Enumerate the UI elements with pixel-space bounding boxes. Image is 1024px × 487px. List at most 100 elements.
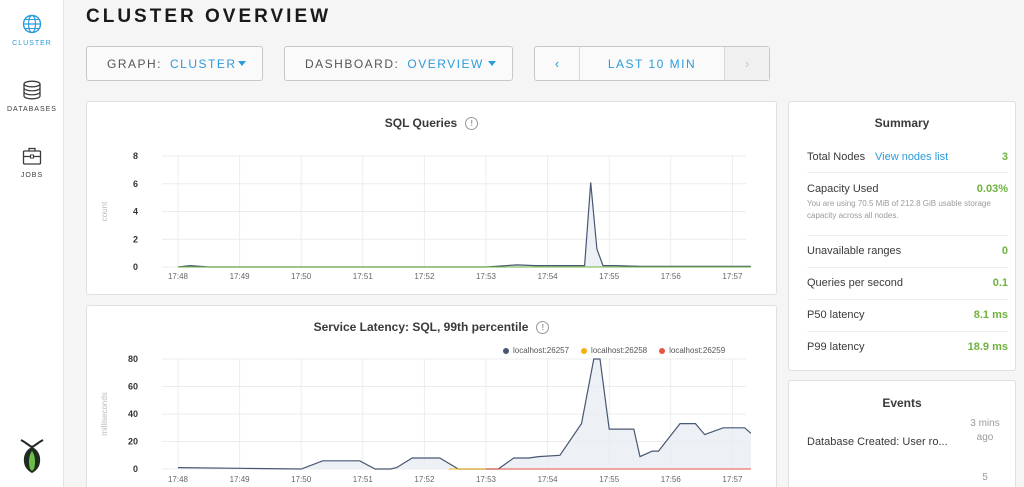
service-latency-panel: Service Latency: SQL, 99th percentile! l… [86, 305, 777, 487]
summary-value: 0 [1001, 245, 1008, 257]
summary-label: Queries per second [807, 277, 903, 289]
x-tick-label: 17:50 [291, 272, 312, 281]
graph-dropdown-value: CLUSTER [170, 56, 237, 71]
sidebar-item-jobs[interactable]: JOBS [0, 146, 64, 179]
legend-swatch [581, 347, 588, 354]
x-tick-label: 17:51 [353, 475, 374, 484]
y-tick-label: 20 [128, 437, 138, 447]
x-tick-label: 17:51 [353, 272, 374, 281]
summary-value: 8.1 ms [973, 309, 1008, 321]
legend-label: localhost:26257 [513, 346, 570, 355]
event-item-time: 3 mins ago [970, 418, 1000, 443]
summary-value: 18.9 ms [967, 341, 1008, 353]
event-item-time: 5 [982, 472, 988, 483]
chart-legend: localhost:26257 localhost:26258 localhos… [503, 346, 725, 355]
x-tick-label: 17:48 [168, 475, 189, 484]
y-tick-label: 0 [133, 262, 138, 272]
info-icon[interactable]: ! [536, 321, 550, 335]
sidebar-item-cluster[interactable]: CLUSTER [0, 14, 64, 47]
summary-value: 0.1 [992, 277, 1008, 289]
sidebar-item-databases[interactable]: DATABASES [0, 80, 64, 113]
summary-row-total-nodes: Total Nodes View nodes list 3 [807, 140, 1008, 173]
time-range-label[interactable]: LAST 10 MIN [607, 56, 697, 71]
legend-item: localhost:26257 [503, 346, 569, 355]
sql-queries-panel: SQL Queries! 17:48 17:49 17:50 17:51 17:52 17… [86, 101, 777, 295]
graph-dropdown[interactable]: GRAPH: CLUSTER [86, 46, 263, 81]
chart-title-text: SQL Queries [384, 116, 458, 130]
event-item-text[interactable]: Database Created: User ro... [807, 436, 948, 448]
chart-title: SQL Queries! [87, 116, 776, 131]
globe-icon [22, 14, 42, 34]
x-tick-label: 17:48 [168, 272, 189, 281]
events-panel: Events Database Created: User ro... 3 mi… [788, 380, 1016, 487]
capacity-description: You are using 70.5 MiB of 212.8 GiB usab… [807, 199, 991, 220]
summary-row-capacity-used: Capacity Used 0.03% You are using 70.5 M… [807, 173, 1008, 236]
legend-swatch [503, 347, 509, 354]
x-tick-label: 17:57 [722, 475, 743, 484]
y-tick-label: 2 [133, 234, 138, 244]
summary-value: 0.03% [976, 183, 1008, 195]
view-nodes-list-link[interactable]: View nodes list [875, 151, 949, 163]
y-tick-label: 0 [133, 464, 138, 474]
y-axis-label: count [100, 201, 109, 221]
x-tick-label: 17:53 [476, 475, 497, 484]
sql-queries-chart: 17:48 17:49 17:50 17:51 17:52 17:53 17:54 17:55… [100, 151, 751, 281]
series-area [178, 359, 751, 469]
summary-title: Summary [874, 116, 930, 130]
summary-label: P99 latency [807, 341, 865, 353]
time-prev-button[interactable]: ‹ [535, 47, 580, 80]
briefcase-icon [22, 147, 42, 165]
dashboard-dropdown[interactable]: DASHBOARD: OVERVIEW [284, 46, 513, 81]
x-tick-label: 17:56 [661, 272, 682, 281]
cockroach-logo-icon[interactable] [17, 438, 47, 474]
summary-panel: Summary Total Nodes View nodes list 3 Ca… [788, 101, 1016, 371]
dashboard-dropdown-label: DASHBOARD: [305, 56, 400, 71]
x-tick-label: 17:56 [661, 475, 682, 484]
legend-item: localhost:26258 [581, 346, 647, 355]
chart-title-text: Service Latency: SQL, 99th percentile [313, 320, 529, 334]
chart-title: Service Latency: SQL, 99th percentile! [87, 320, 776, 335]
sidebar-item-label: JOBS [20, 172, 44, 179]
sidebar: CLUSTER DATABASES JOBS [0, 0, 64, 487]
summary-label: P50 latency [807, 309, 865, 321]
service-latency-chart: 17:48 17:49 17:50 17:51 17:52 17:53 17:54 17:55… [100, 354, 752, 484]
x-tick-label: 17:53 [476, 272, 497, 281]
x-tick-label: 17:49 [230, 475, 251, 484]
series-area [178, 182, 751, 267]
legend-swatch [659, 347, 666, 354]
dashboard-dropdown-value: OVERVIEW [407, 56, 484, 71]
y-tick-label: 80 [128, 354, 138, 364]
x-tick-label: 17:50 [291, 475, 312, 484]
info-icon[interactable]: ! [465, 117, 479, 131]
y-tick-label: 8 [133, 151, 138, 161]
series-line [177, 182, 751, 268]
x-tick-label: 17:52 [414, 475, 435, 484]
y-tick-label: 40 [128, 409, 138, 419]
caret-down-icon [488, 61, 496, 66]
summary-label: Unavailable ranges [807, 245, 902, 257]
y-tick-label: 4 [133, 207, 138, 217]
x-tick-label: 17:49 [230, 272, 251, 281]
time-next-button[interactable]: › [724, 47, 769, 80]
graph-dropdown-label: GRAPH: [107, 56, 163, 71]
x-tick-label: 17:55 [599, 272, 620, 281]
summary-row-queries-per-second: Queries per second 0.1 [807, 268, 1008, 300]
x-tick-label: 17:54 [538, 272, 559, 281]
summary-value: 3 [1001, 151, 1008, 163]
page-title: CLUSTER OVERVIEW [86, 6, 332, 27]
x-tick-label: 17:54 [538, 475, 559, 484]
legend-label: localhost:26258 [591, 346, 648, 355]
summary-label: Total Nodes [807, 151, 866, 163]
series-line [177, 358, 752, 470]
caret-down-icon [238, 61, 246, 66]
database-icon [23, 80, 41, 100]
sidebar-item-label: DATABASES [7, 106, 57, 113]
x-tick-label: 17:52 [414, 272, 435, 281]
events-title: Events [882, 396, 922, 410]
legend-item: localhost:26259 [659, 346, 725, 355]
x-tick-label: 17:57 [722, 272, 743, 281]
legend-label: localhost:26259 [669, 346, 726, 355]
sidebar-item-label: CLUSTER [12, 40, 52, 47]
summary-row-p99-latency: P99 latency 18.9 ms [807, 332, 1008, 364]
y-tick-label: 6 [133, 179, 138, 189]
